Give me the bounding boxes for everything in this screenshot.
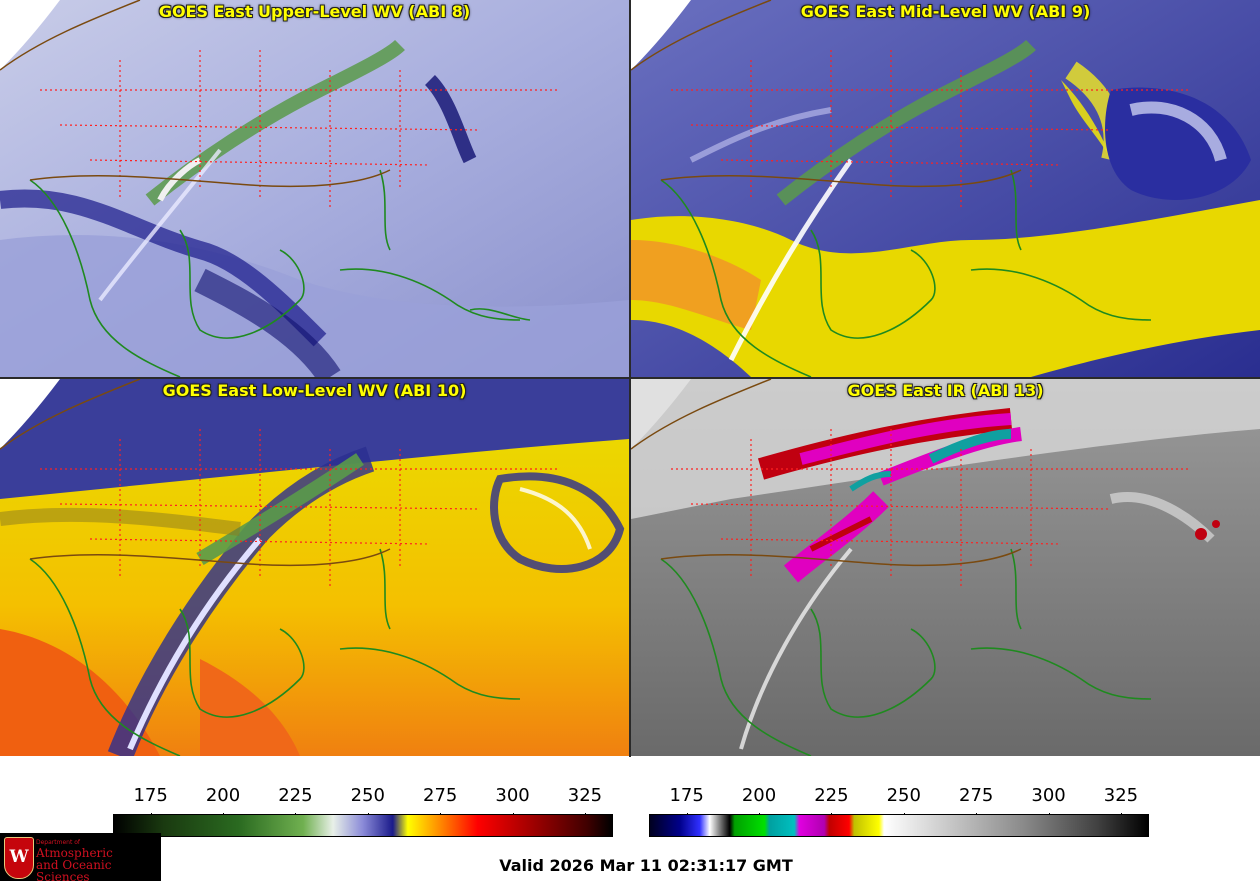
panel-divider-horizontal [0, 377, 1260, 379]
colorbar-tick-label: 250 [350, 785, 385, 806]
panel-low-level-wv: GOES East Low-Level WV (ABI 10) [0, 379, 629, 756]
colorbar-tick-label: 200 [741, 785, 777, 806]
colorbar-tick-label: 275 [958, 785, 994, 806]
colorbar-tick-label: 325 [1103, 785, 1139, 806]
aos-logo: W Department of Atmospheric and Oceanic … [0, 833, 161, 883]
panel-title: GOES East Mid-Level WV (ABI 9) [800, 2, 1091, 21]
panel-ir: GOES East IR (ABI 13) [631, 379, 1260, 756]
upper-level-wv-image [0, 0, 629, 377]
colorbar-tick-label: 275 [422, 785, 458, 806]
panel-title: GOES East Low-Level WV (ABI 10) [162, 381, 467, 400]
ir-image [631, 379, 1260, 756]
panel-title: GOES East Upper-Level WV (ABI 8) [158, 2, 471, 21]
low-level-wv-image [0, 379, 629, 756]
colorbar-tick-label: 200 [205, 785, 241, 806]
mid-level-wv-image [631, 0, 1260, 377]
panel-title: GOES East IR (ABI 13) [847, 381, 1044, 400]
ir-colorbar [649, 814, 1149, 837]
colorbar-tick-label: 300 [1031, 785, 1066, 806]
colorbar-tick-label: 225 [814, 785, 849, 806]
colorbar-tick-label: 300 [495, 785, 530, 806]
colorbar-tick-label: 250 [886, 785, 921, 806]
colorbar-tick-label: 175 [133, 785, 168, 806]
logo-text: Atmospheric and Oceanic Sciences [36, 847, 161, 883]
colorbar-tick-label: 175 [669, 785, 704, 806]
wv-colorbar [113, 814, 613, 837]
wv-colorbar-ticks: 175 200 225 250 275 300 325 [113, 785, 611, 818]
panel-upper-level-wv: GOES East Upper-Level WV (ABI 8) [0, 0, 629, 377]
panel-mid-level-wv: GOES East Mid-Level WV (ABI 9) [631, 0, 1260, 377]
logo-line2: Atmospheric [36, 846, 113, 860]
logo-line1: Department of [36, 839, 80, 846]
colorbar-tick-label: 325 [567, 785, 603, 806]
ir-colorbar-ticks: 175 200 225 250 275 300 325 [649, 785, 1147, 818]
colorbar-tick-label: 225 [278, 785, 313, 806]
uw-seal-icon: W [4, 837, 34, 879]
logo-line3: and Oceanic Sciences [36, 858, 112, 884]
valid-time: Valid 2026 Mar 11 02:31:17 GMT [499, 856, 793, 875]
